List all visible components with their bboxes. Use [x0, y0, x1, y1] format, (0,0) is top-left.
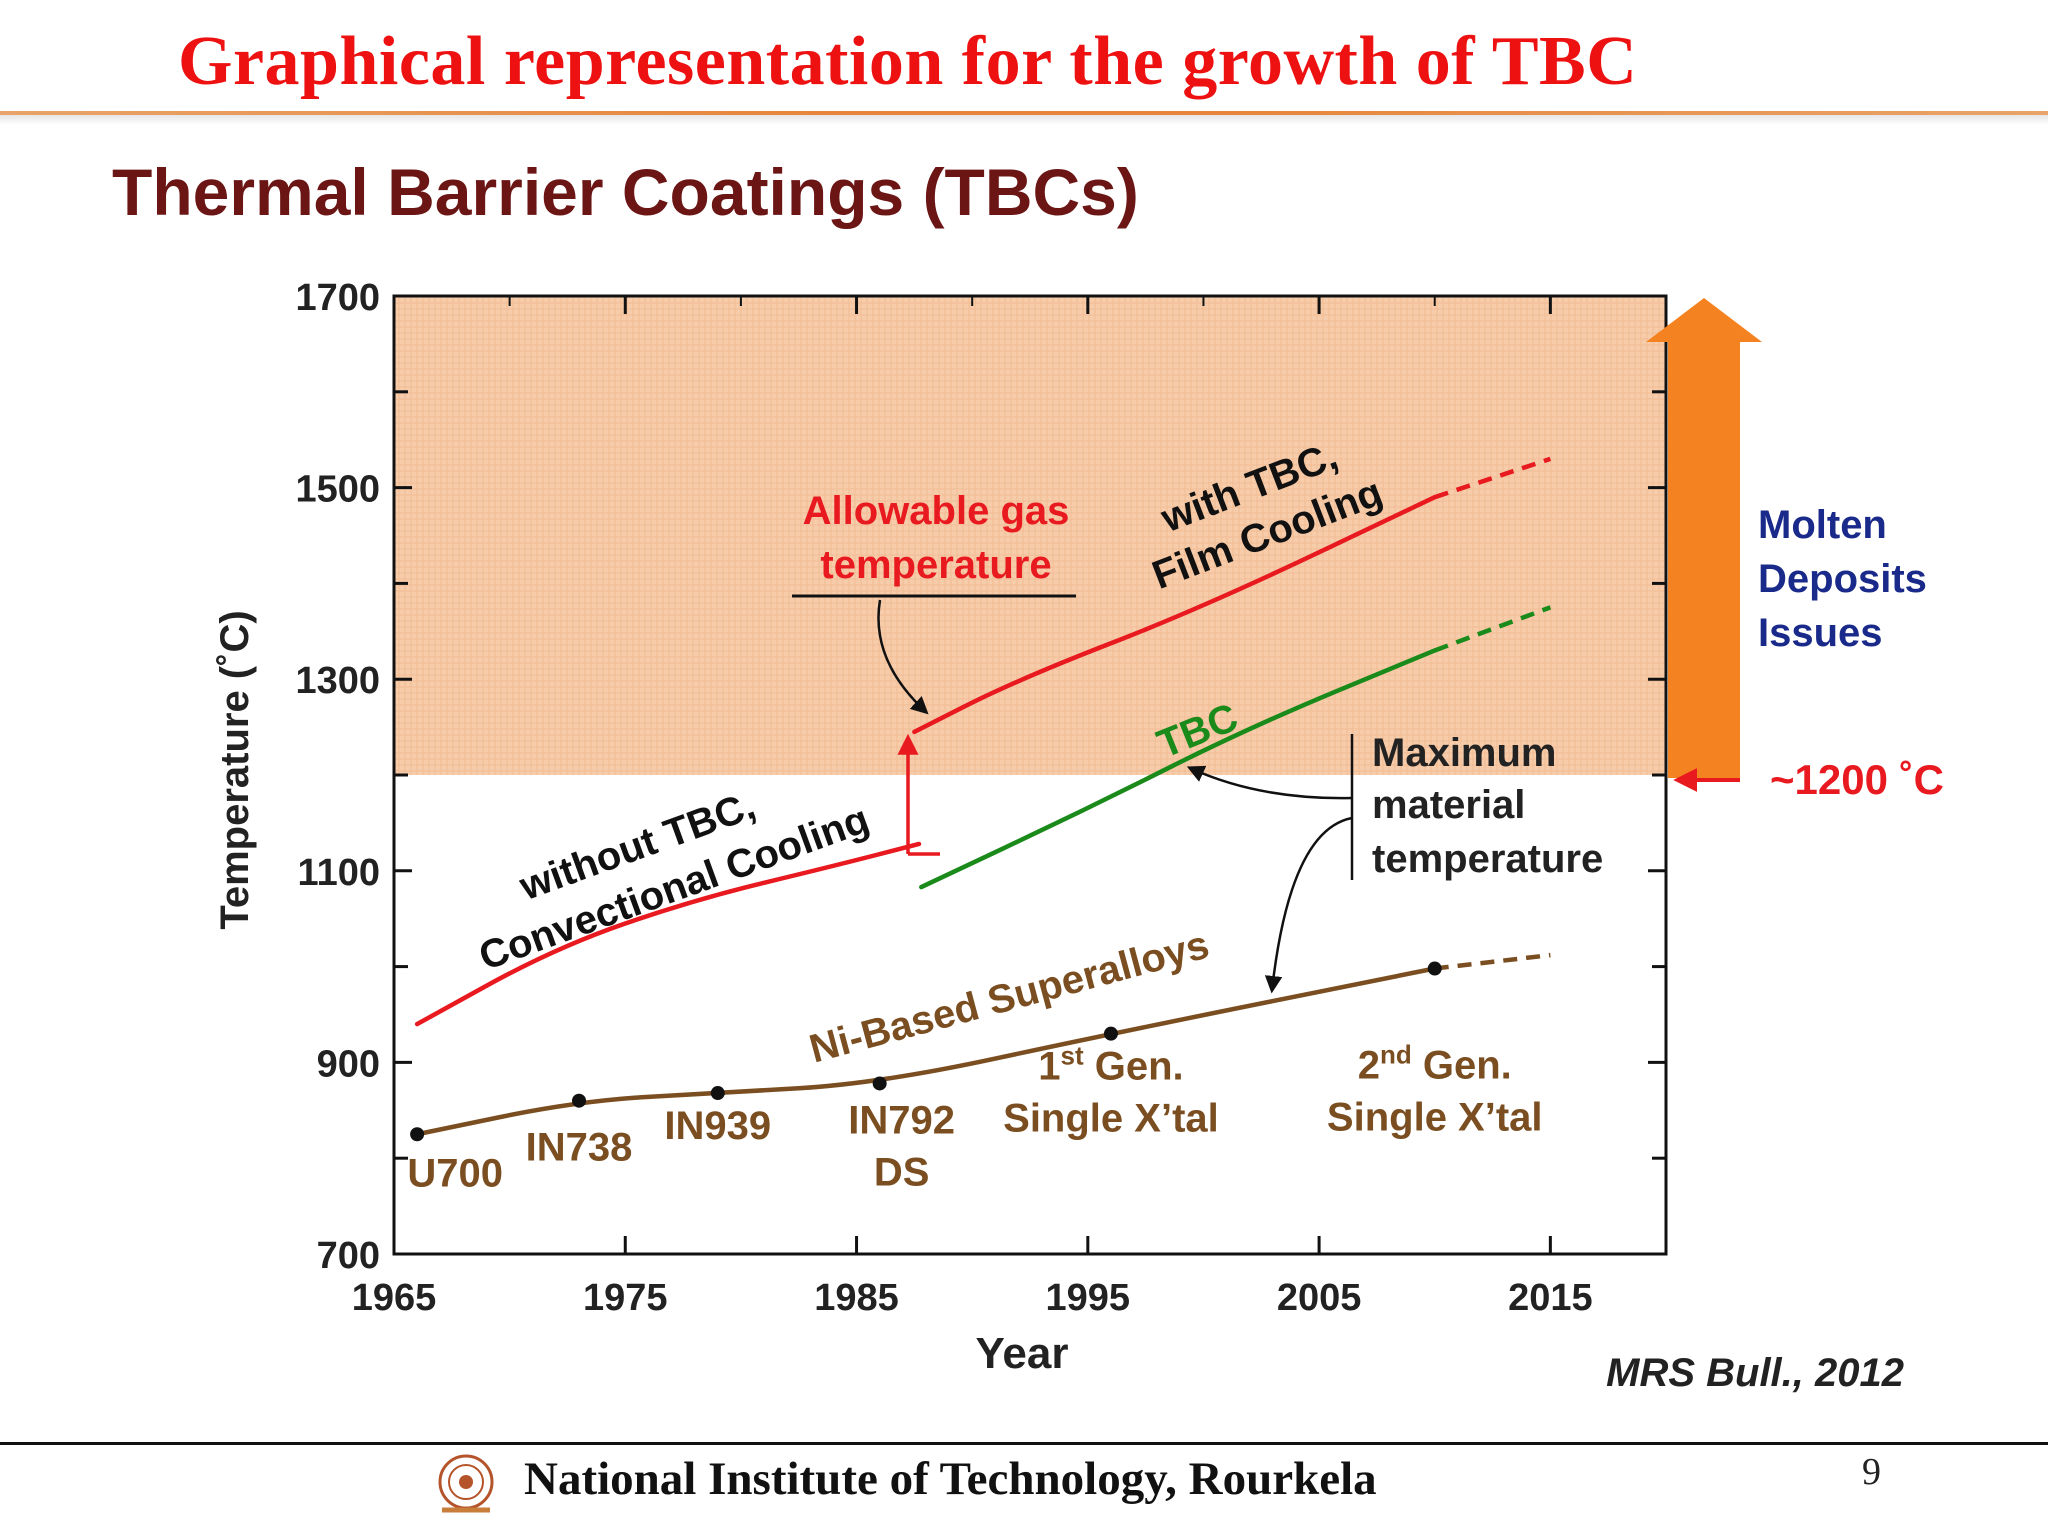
- without-tbc-label: without TBC, Convectional Cooling: [473, 783, 874, 979]
- slide-title: Graphical representation for the growth …: [178, 23, 1638, 100]
- alloy-label: U700: [407, 1151, 503, 1195]
- x-axis: 1965 1975 1985 1995 2005 2015: [352, 296, 1593, 1319]
- y-tick-label: 700: [317, 1235, 380, 1277]
- allowable-gas-label-line1: Allowable gas: [803, 489, 1070, 533]
- max-material-label-line1: Maximum: [1372, 731, 1557, 775]
- alloy-point: [1427, 961, 1442, 976]
- alloy-label: IN738: [526, 1126, 633, 1170]
- molten-label-line1: Molten: [1758, 503, 1887, 547]
- x-tick-label: 2005: [1277, 1277, 1362, 1319]
- alloy-sublabel: Single X’tal: [1327, 1096, 1543, 1140]
- institute-seal-icon: [438, 1454, 494, 1513]
- alloy-label: IN939: [664, 1104, 771, 1148]
- alloy-point: [572, 1093, 587, 1108]
- y-tick-label: 1300: [295, 660, 380, 702]
- molten-orange-arrow: [1646, 298, 1762, 778]
- series-line-without_tbc: [414, 841, 922, 1027]
- alloy-label: 1st Gen.: [1038, 1041, 1183, 1089]
- x-tick-label: 2015: [1508, 1277, 1593, 1319]
- allowable-gas-label-line2: temperature: [820, 543, 1051, 587]
- series-dashed-with_tbc: [1434, 456, 1552, 500]
- max-material-pointer-alloy: [1264, 816, 1353, 994]
- series-line-tbc: [919, 648, 1437, 890]
- allowable-gas-pointer: [877, 599, 929, 715]
- threshold-label: ~1200 ˚C: [1770, 756, 1944, 803]
- x-tick-label: 1985: [814, 1277, 899, 1319]
- molten-label-line3: Issues: [1758, 611, 1883, 655]
- tbc-gain-arrow: [897, 733, 940, 856]
- chart-figure: Thermal Barrier Coatings (TBCs) 700 900 11…: [112, 155, 1944, 1395]
- title-rule: [0, 111, 2048, 115]
- y-tick-label: 1100: [298, 852, 380, 894]
- max-material-pointer-tbc: [1186, 765, 1353, 800]
- alloy-label: IN792: [848, 1098, 955, 1142]
- x-tick-label: 1995: [1046, 1277, 1131, 1319]
- x-tick-label: 1965: [352, 1277, 437, 1319]
- series-dashed-tbc: [1433, 605, 1552, 653]
- series-dashed-superalloys: [1434, 952, 1551, 971]
- max-material-label-line2: material: [1372, 783, 1525, 827]
- source-citation: MRS Bull., 2012: [1606, 1351, 1904, 1395]
- shaded-region: [394, 296, 1666, 775]
- alloy-point: [710, 1086, 725, 1101]
- max-material-label-line3: temperature: [1372, 837, 1603, 881]
- title-rule-shadow: [0, 115, 2048, 125]
- x-axis-label: Year: [976, 1329, 1069, 1378]
- alloy-point: [872, 1076, 887, 1091]
- x-tick-label: 1975: [583, 1277, 668, 1319]
- alloy-sublabel: DS: [874, 1150, 930, 1194]
- molten-label-line2: Deposits: [1758, 557, 1927, 601]
- chart-title: Thermal Barrier Coatings (TBCs): [112, 155, 1139, 229]
- y-axis-label: Temperature (˚C): [213, 610, 257, 929]
- footer-institute: National Institute of Technology, Rourke…: [524, 1453, 1377, 1505]
- plot-frame: [392, 294, 1668, 1256]
- footer-rule: [0, 1442, 2048, 1445]
- y-axis: 700 900 1100 1300 1500 1700: [295, 277, 1666, 1277]
- alloy-label: 2nd Gen.: [1358, 1040, 1512, 1088]
- alloy-sublabel: Single X’tal: [1003, 1097, 1219, 1141]
- alloy-point: [410, 1127, 425, 1142]
- y-tick-label: 1500: [295, 469, 380, 511]
- y-tick-label: 900: [317, 1043, 380, 1085]
- page-number: 9: [1862, 1451, 1881, 1493]
- alloy-point: [1103, 1026, 1118, 1041]
- series-line-superalloys: [414, 966, 1437, 1137]
- y-tick-label: 1700: [295, 277, 380, 319]
- series-line-with_tbc: [912, 494, 1437, 735]
